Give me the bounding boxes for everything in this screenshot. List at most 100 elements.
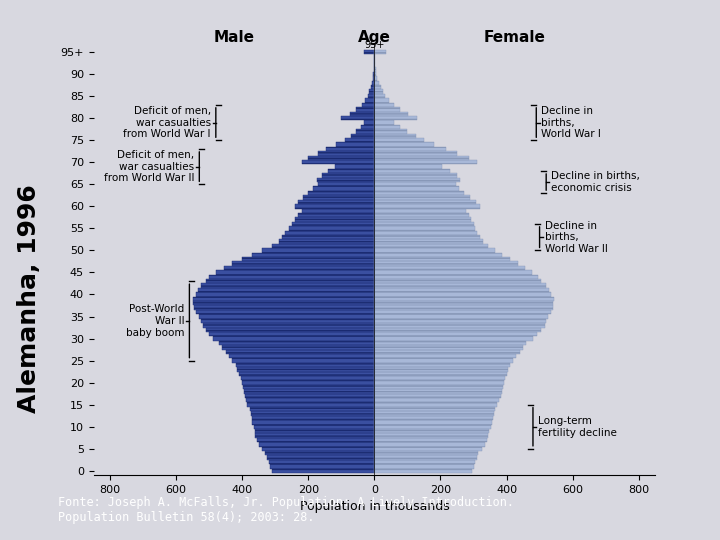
Bar bbox=[374, 442, 485, 447]
Bar bbox=[374, 164, 442, 169]
Bar bbox=[374, 323, 544, 328]
Bar bbox=[374, 372, 507, 376]
Bar bbox=[194, 306, 374, 310]
Bar bbox=[240, 376, 374, 380]
Bar bbox=[216, 270, 374, 275]
Bar bbox=[318, 151, 374, 156]
Bar bbox=[374, 244, 488, 248]
Bar bbox=[361, 125, 374, 129]
Bar bbox=[374, 279, 541, 284]
Bar bbox=[374, 125, 400, 129]
Bar bbox=[242, 380, 374, 385]
Bar bbox=[374, 50, 386, 54]
Bar bbox=[198, 288, 374, 292]
Bar bbox=[374, 349, 520, 354]
Bar bbox=[193, 296, 374, 301]
Bar bbox=[369, 90, 374, 94]
Text: Decline in
births,
World War I: Decline in births, World War I bbox=[541, 106, 601, 139]
Bar bbox=[295, 204, 374, 208]
Bar bbox=[374, 156, 469, 160]
Bar bbox=[374, 103, 394, 107]
Bar bbox=[374, 173, 457, 178]
Bar bbox=[374, 385, 503, 389]
Bar bbox=[210, 275, 374, 279]
Bar bbox=[252, 416, 374, 420]
Bar bbox=[373, 76, 374, 80]
Bar bbox=[289, 226, 374, 231]
Bar bbox=[199, 314, 374, 319]
Bar bbox=[250, 407, 374, 411]
Bar bbox=[374, 319, 546, 323]
Bar bbox=[374, 222, 474, 226]
Bar bbox=[269, 460, 374, 464]
Bar bbox=[374, 394, 500, 398]
Bar bbox=[226, 349, 374, 354]
Bar bbox=[374, 345, 523, 349]
Bar bbox=[252, 420, 374, 424]
Bar bbox=[374, 288, 549, 292]
Bar bbox=[374, 310, 551, 314]
Bar bbox=[196, 310, 374, 314]
Bar bbox=[374, 231, 477, 235]
Bar bbox=[194, 306, 374, 310]
Bar bbox=[374, 301, 554, 306]
Bar bbox=[374, 296, 554, 301]
Bar bbox=[245, 394, 374, 398]
Bar bbox=[267, 455, 374, 460]
Bar bbox=[361, 125, 374, 129]
Bar bbox=[374, 266, 525, 270]
Bar bbox=[374, 380, 504, 385]
Bar bbox=[374, 407, 495, 411]
Bar bbox=[196, 292, 374, 296]
Bar bbox=[374, 438, 487, 442]
Bar bbox=[374, 173, 457, 178]
Bar bbox=[374, 429, 490, 433]
Bar bbox=[219, 341, 374, 345]
Bar bbox=[374, 420, 492, 424]
Bar bbox=[279, 239, 374, 244]
Bar bbox=[374, 182, 456, 186]
Bar bbox=[317, 178, 374, 182]
Bar bbox=[198, 288, 374, 292]
Bar bbox=[328, 169, 374, 173]
Bar bbox=[206, 279, 374, 284]
Bar bbox=[351, 133, 374, 138]
Bar bbox=[238, 367, 374, 372]
Bar bbox=[374, 85, 381, 90]
Bar bbox=[374, 164, 442, 169]
Bar bbox=[374, 253, 502, 257]
Bar bbox=[350, 112, 374, 116]
Bar bbox=[374, 257, 510, 261]
Bar bbox=[374, 156, 469, 160]
Bar bbox=[302, 208, 374, 213]
Bar bbox=[374, 328, 541, 332]
Bar bbox=[318, 182, 374, 186]
Bar bbox=[295, 204, 374, 208]
Bar bbox=[374, 319, 546, 323]
Bar bbox=[210, 275, 374, 279]
Bar bbox=[374, 186, 459, 191]
Bar bbox=[374, 94, 385, 98]
Bar bbox=[374, 85, 381, 90]
Bar bbox=[374, 208, 467, 213]
Bar bbox=[374, 354, 516, 359]
Text: Long-term
fertility decline: Long-term fertility decline bbox=[538, 416, 617, 437]
Bar bbox=[243, 385, 374, 389]
Bar bbox=[374, 200, 476, 204]
Bar bbox=[374, 222, 474, 226]
Bar bbox=[374, 460, 475, 464]
Bar bbox=[374, 455, 477, 460]
Bar bbox=[256, 429, 374, 433]
Bar bbox=[298, 200, 374, 204]
Bar bbox=[374, 195, 470, 200]
Bar bbox=[374, 200, 476, 204]
Bar bbox=[243, 385, 374, 389]
Bar bbox=[212, 336, 374, 341]
Bar bbox=[374, 90, 382, 94]
Bar bbox=[326, 147, 374, 151]
Bar bbox=[250, 407, 374, 411]
X-axis label: Population in thousands: Population in thousands bbox=[300, 501, 449, 514]
Bar bbox=[239, 372, 374, 376]
Bar bbox=[374, 133, 415, 138]
Bar bbox=[336, 143, 374, 147]
